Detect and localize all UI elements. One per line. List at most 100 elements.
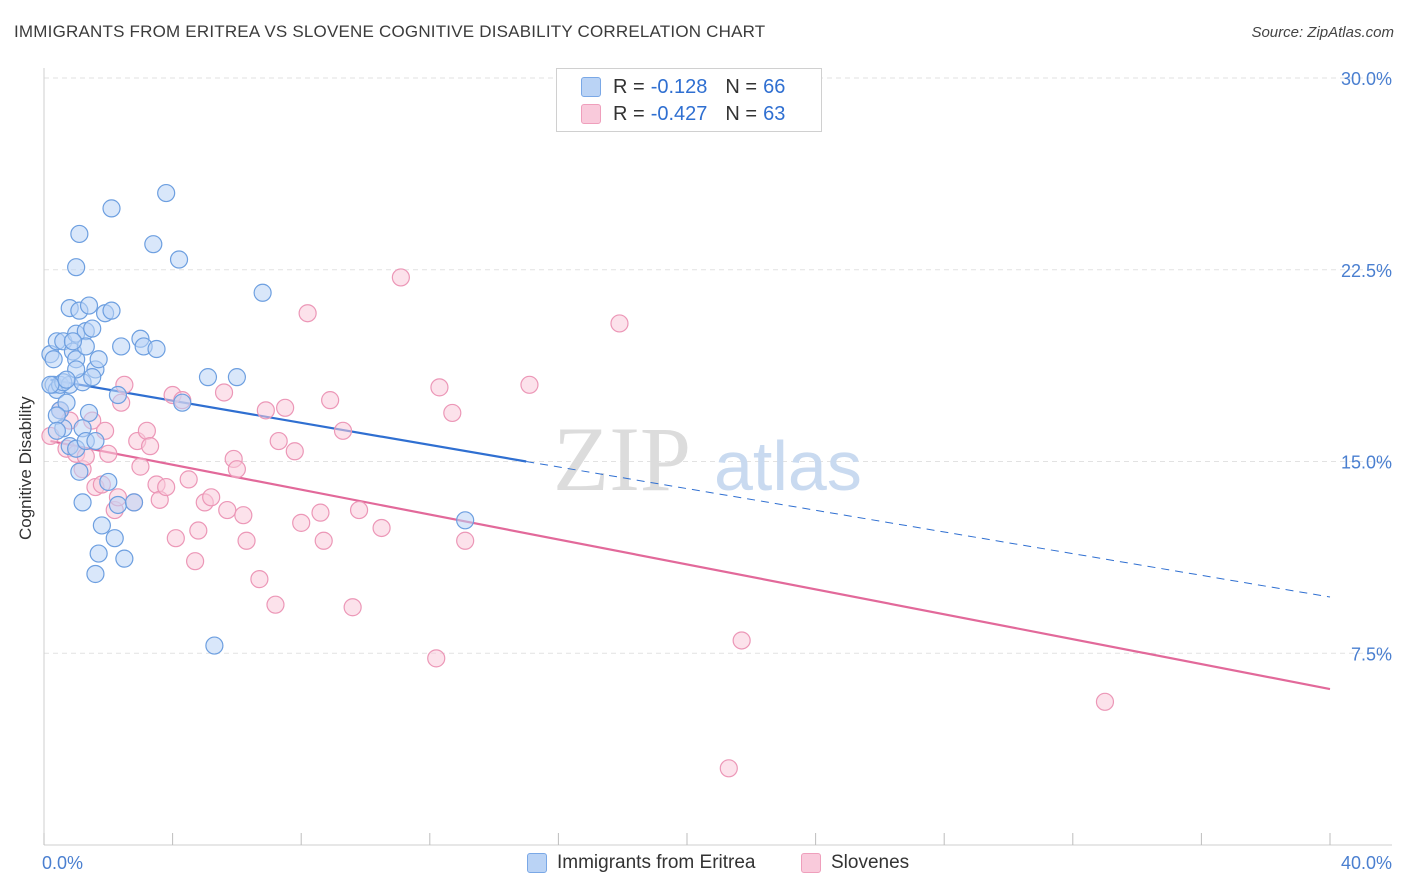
slovene-point <box>214 383 234 402</box>
y-tick-label: 15.0% <box>1341 453 1392 473</box>
eritrea-point <box>86 431 105 451</box>
slovene-point <box>610 314 629 333</box>
gridlines <box>44 77 1392 654</box>
eritrea-point <box>47 406 66 425</box>
y-tick-label: 7.5% <box>1351 644 1392 664</box>
eritrea-point <box>79 296 99 315</box>
watermark-atlas: atlas <box>714 427 862 505</box>
eritrea-point <box>108 385 128 405</box>
eritrea-point <box>99 472 118 492</box>
slovene-point <box>285 442 304 461</box>
eritrea-point <box>86 564 105 584</box>
slovene-point <box>166 529 185 548</box>
slovene-point <box>269 431 288 451</box>
n-value: 63 <box>763 102 786 125</box>
legend-row-slovenes: R = -0.427 N = 63 <box>581 101 785 127</box>
slovene-point <box>202 488 221 507</box>
slovene-point <box>298 304 317 323</box>
slovene-point <box>276 398 295 417</box>
slovene-point <box>157 477 176 497</box>
slovene-point <box>430 378 449 397</box>
watermark: ZIP atlas <box>553 408 862 510</box>
slovene-point <box>140 437 160 456</box>
y-tick-label: 30.0% <box>1341 69 1392 89</box>
eritrea-point <box>115 549 134 568</box>
slovene-point <box>266 595 285 614</box>
eritrea-point <box>89 544 108 563</box>
slovene-point <box>719 759 738 778</box>
eritrea-point <box>79 403 99 423</box>
eritrea-point <box>157 183 176 203</box>
slovene-point <box>99 444 118 463</box>
legend-label-eritrea: Immigrants from Eritrea <box>557 852 756 873</box>
eritrea-point <box>70 462 89 481</box>
pink-swatch-icon <box>801 853 821 873</box>
slovene-point <box>292 513 311 532</box>
x-tick-label: 40.0% <box>1341 853 1392 873</box>
slovene-point <box>227 460 246 479</box>
trend-lines <box>50 378 1331 691</box>
slovene-point <box>250 570 269 589</box>
tick-labels: 7.5% 15.0% 22.5% 30.0% 0.0% 40.0% <box>42 69 1392 873</box>
eritrea-point <box>253 283 272 302</box>
slovene-point <box>256 401 275 420</box>
bottom-legend-eritrea: Immigrants from Eritrea <box>527 852 755 874</box>
eritrea-point <box>83 368 102 387</box>
stats-legend: R = -0.128 N = 66 R = -0.427 N = 63 <box>556 68 822 132</box>
eritrea-point <box>47 421 66 440</box>
r-value: -0.128 <box>650 75 708 98</box>
eritrea-point <box>67 258 86 277</box>
slovene-point <box>443 403 462 423</box>
slovene-point <box>343 598 362 617</box>
slovene-point <box>321 391 340 410</box>
eritrea-point <box>70 224 89 244</box>
pink-swatch-icon <box>581 104 601 124</box>
eritrea-trend-line <box>50 378 527 463</box>
eritrea-point <box>112 337 131 356</box>
eritrea-point <box>456 511 475 530</box>
slovene-point <box>189 521 208 540</box>
slovene-point <box>732 631 751 650</box>
eritrea-point <box>83 319 102 338</box>
slovene-point <box>179 470 198 489</box>
eritrea-point <box>144 235 163 254</box>
y-tick-label: 22.5% <box>1341 261 1392 281</box>
slovene-point <box>137 421 156 440</box>
eritrea-point <box>92 516 111 535</box>
eritrea-point <box>169 250 189 269</box>
eritrea-point <box>227 368 246 387</box>
eritrea-point <box>63 332 83 351</box>
axes <box>43 68 1392 846</box>
slovene-point <box>520 375 539 394</box>
eritrea-point <box>205 636 224 655</box>
slovene-point <box>186 552 205 571</box>
slovene-point <box>237 531 256 550</box>
bottom-legend-slovenes: Slovenes <box>801 852 909 874</box>
r-label: R = <box>613 75 645 98</box>
r-label: R = <box>613 102 645 125</box>
eritrea-point <box>57 370 76 389</box>
slovene-trend-line <box>50 439 1331 691</box>
slovene-point <box>456 531 475 550</box>
eritrea-point <box>173 393 192 412</box>
eritrea-point <box>44 350 63 369</box>
slovene-point <box>314 531 333 550</box>
slovene-point <box>391 268 410 287</box>
n-label: N = <box>725 75 758 98</box>
source-label: Source: ZipAtlas.com <box>1251 24 1394 41</box>
eritrea-point <box>73 493 92 512</box>
eritrea-point <box>124 493 144 512</box>
eritrea-point <box>57 393 76 412</box>
eritrea-trend-extension <box>526 461 1331 598</box>
slovene-point <box>333 421 353 440</box>
slovene-point <box>218 500 237 520</box>
blue-swatch-icon <box>527 853 547 873</box>
r-value: -0.427 <box>650 102 708 125</box>
blue-swatch-icon <box>581 77 601 97</box>
chart-title: IMMIGRANTS FROM ERITREA VS SLOVENE COGNI… <box>14 22 766 41</box>
x-tick-label: 0.0% <box>42 853 83 873</box>
slovene-point <box>372 518 391 538</box>
n-label: N = <box>725 102 758 125</box>
slovene-point <box>1095 692 1115 711</box>
